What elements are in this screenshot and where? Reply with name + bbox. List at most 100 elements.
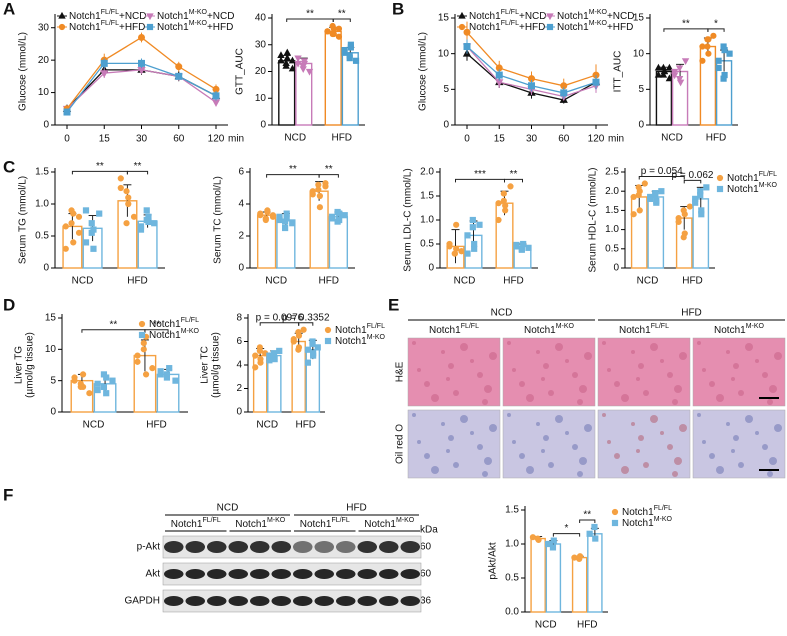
significance-label: ** (583, 510, 591, 521)
legend-marker (58, 11, 66, 19)
point (699, 43, 706, 50)
texture (674, 385, 682, 393)
x-tick-label: HFD (146, 420, 167, 431)
texture (602, 413, 606, 417)
point (256, 347, 263, 354)
texture (660, 431, 664, 435)
texture (769, 385, 777, 393)
x-tick-label: 30 (136, 134, 148, 145)
y-tick-label: 0.0 (505, 607, 519, 618)
point (535, 536, 542, 544)
texture (543, 435, 549, 441)
y-tick-label: 1.5 (35, 167, 49, 178)
point (464, 232, 471, 239)
texture (519, 381, 525, 387)
y-tick-label: 6 (238, 167, 244, 178)
y-axis-label: GTT_AUC (235, 48, 246, 95)
point (699, 57, 706, 64)
blot-band (271, 569, 291, 579)
texture (541, 377, 545, 381)
y-tick-label: 1.0 (35, 199, 49, 210)
significance-label: p = 0.054 (641, 166, 683, 177)
column-label: Notch1FL/FL (300, 517, 350, 529)
point (137, 223, 145, 230)
texture (424, 453, 430, 459)
point (698, 207, 705, 214)
texture (614, 381, 620, 387)
point (495, 216, 502, 224)
point (300, 326, 307, 333)
texture (672, 471, 678, 477)
column-label: Notch1M-KO (364, 517, 415, 529)
point (163, 371, 171, 378)
point (123, 220, 130, 227)
bar (267, 354, 282, 413)
point (592, 78, 600, 86)
x-tick-label: HFD (706, 133, 727, 144)
y-tick-label: 0 (428, 263, 434, 274)
blot-band (400, 569, 420, 579)
x-tick-label: NCD (83, 420, 105, 431)
point (658, 188, 665, 195)
x-tick-label: NCD (256, 420, 278, 431)
point (309, 191, 316, 198)
point (692, 199, 699, 206)
point (476, 221, 483, 228)
micrograph (692, 409, 786, 479)
point (304, 359, 311, 366)
y-tick-label: 8 (236, 313, 242, 324)
panel-letter: D (3, 295, 15, 314)
kda-label: 60 (420, 569, 432, 580)
y-tick-label: 15 (633, 13, 645, 24)
texture (470, 431, 474, 435)
point (316, 192, 323, 200)
y-tick-label: 0 (50, 407, 56, 418)
x-tick-label: NCD (535, 620, 557, 631)
x-tick-label: NCD (661, 133, 683, 144)
texture (716, 394, 724, 402)
kda-label: 36 (420, 596, 432, 607)
point (304, 346, 311, 353)
point (94, 380, 101, 387)
significance-label: * (714, 18, 718, 29)
significance-label: p = 0.0976 (256, 312, 304, 323)
significance-label: ** (289, 164, 297, 175)
x-tick-label: 30 (526, 134, 538, 145)
x-tick-label: NCD (72, 276, 94, 287)
texture (607, 368, 611, 372)
point (324, 28, 331, 35)
point (270, 351, 278, 358)
y-tick-label: 5 (638, 84, 644, 95)
point (269, 212, 277, 219)
x-tick-label: HFD (331, 133, 352, 144)
group-label: NCD (491, 308, 513, 319)
texture (584, 424, 592, 432)
texture (584, 352, 592, 360)
point (495, 71, 503, 79)
point (550, 537, 557, 544)
texture (536, 350, 540, 354)
texture (424, 381, 430, 387)
point (469, 216, 476, 224)
texture (762, 372, 768, 378)
y-axis-label: (µmol/g tissue) (211, 332, 222, 398)
blot-band (314, 569, 334, 579)
point (653, 197, 660, 204)
bar (256, 214, 277, 269)
point (549, 544, 557, 551)
point (641, 180, 648, 187)
texture (579, 385, 587, 393)
blot-band (271, 541, 291, 553)
y-tick-label: 5 (50, 375, 56, 386)
x-tick-label: HFD (127, 276, 148, 287)
legend-label: Notch1M-KO+HFD (157, 20, 233, 32)
point (721, 47, 728, 54)
blot-band (185, 541, 205, 553)
texture (579, 457, 587, 465)
texture (572, 444, 578, 450)
point (134, 352, 141, 359)
point (130, 213, 138, 220)
point (100, 383, 108, 391)
y-tick-label: 1.5 (605, 205, 619, 216)
texture (477, 372, 483, 378)
